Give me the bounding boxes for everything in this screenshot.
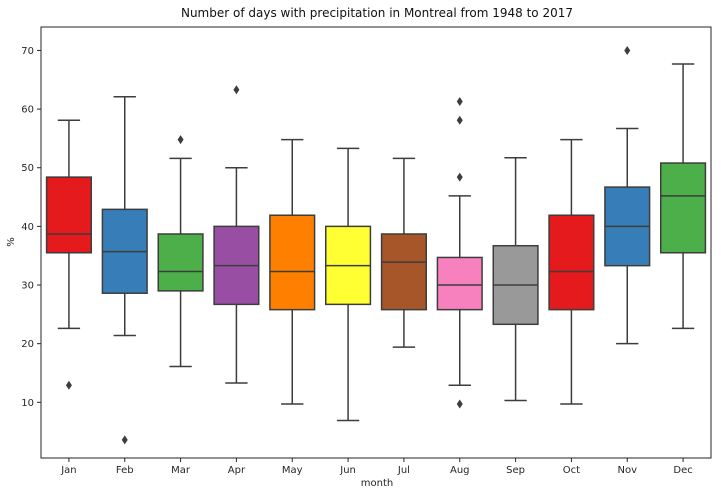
x-tick-label: Feb — [116, 465, 134, 476]
y-tick-label: 50 — [21, 163, 34, 174]
x-tick-label: Jul — [397, 465, 410, 476]
x-tick-label: Nov — [617, 465, 637, 476]
box-may — [269, 214, 316, 311]
x-tick-label: May — [282, 465, 303, 476]
y-tick-label: 10 — [21, 398, 34, 409]
y-tick-label: 70 — [21, 46, 34, 57]
outlier-point — [233, 85, 240, 95]
outlier-point — [624, 45, 631, 55]
x-tick-label: Dec — [673, 465, 692, 476]
box-aug — [436, 256, 483, 311]
outlier-point — [456, 115, 463, 125]
box-jan — [45, 176, 92, 254]
outlier-point — [121, 435, 128, 445]
y-axis-label: % — [6, 237, 17, 247]
outlier-point — [456, 399, 463, 409]
outlier-point — [456, 172, 463, 182]
x-tick-label: Jun — [339, 465, 356, 476]
outlier-point — [65, 380, 72, 390]
x-axis-label: month — [361, 478, 393, 489]
x-tick-label: Apr — [228, 465, 246, 476]
x-tick-label: Mar — [171, 465, 191, 476]
box-dec — [660, 162, 707, 254]
x-tick-label: Sep — [506, 465, 525, 476]
y-tick-label: 40 — [21, 222, 34, 233]
x-tick-label: Jan — [60, 465, 76, 476]
plot-area: 10 20 30 40 50 60 70 Jan Feb Mar Apr May Jun Jul Aug Se… — [21, 26, 712, 476]
x-tick-label: Aug — [450, 465, 470, 476]
box-oct — [548, 214, 595, 311]
plot-frame — [40, 26, 712, 459]
x-tick-label: Oct — [563, 465, 580, 476]
outlier-point — [456, 96, 463, 106]
y-tick-label: 30 — [21, 281, 34, 292]
y-tick-label: 20 — [21, 339, 34, 350]
box-jul — [380, 233, 428, 311]
box-mar — [157, 233, 204, 292]
outlier-point — [177, 135, 184, 145]
y-tick-label: 60 — [21, 105, 34, 116]
chart-title: Number of days with precipitation in Mon… — [181, 6, 573, 20]
